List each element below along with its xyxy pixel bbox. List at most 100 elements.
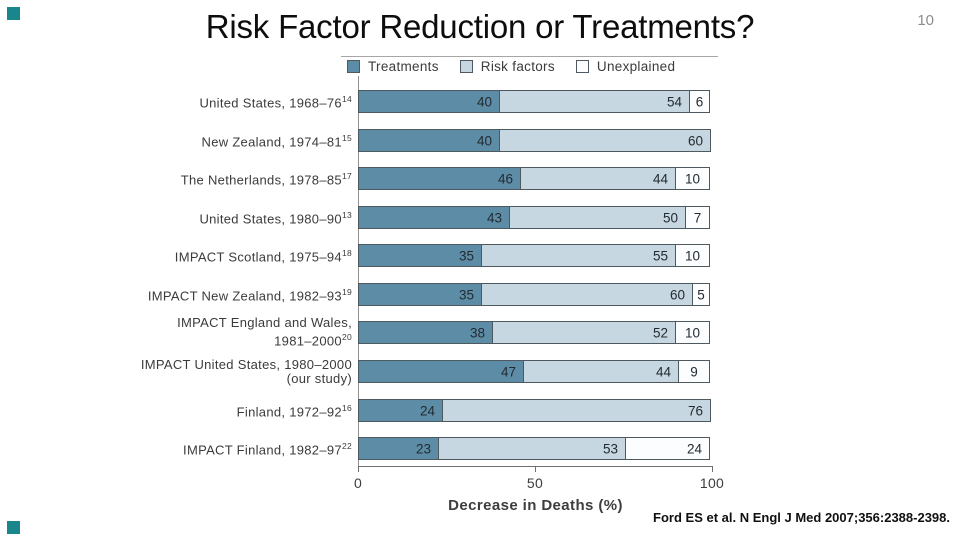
bar-segment-unexplained: 7: [685, 206, 710, 229]
reference-superscript: 16: [341, 403, 352, 414]
legend-label: Treatments: [368, 59, 439, 74]
bar-segment-unexplained: 9: [678, 360, 710, 383]
bar-segment-treatments: 35: [358, 244, 482, 267]
bar-segment-risk-factors: 50: [509, 206, 686, 229]
bar-segment-treatments: 47: [358, 360, 524, 383]
reference-superscript: 20: [341, 332, 352, 343]
bar-value: 44: [652, 171, 668, 186]
reference-superscript: 18: [341, 248, 352, 259]
x-axis-tick-label: 100: [699, 475, 725, 491]
bar-category-label: IMPACT New Zealand, 1982–9319: [147, 287, 352, 304]
y-axis-line: [358, 76, 359, 466]
reference-superscript: 19: [341, 287, 352, 298]
x-axis-tick: [712, 467, 713, 472]
bar-value: 10: [684, 171, 701, 186]
reference-superscript: 13: [341, 210, 352, 221]
bar-row: 35 55 10: [358, 244, 710, 267]
accent-square-top-left: [7, 7, 20, 20]
bar-value: 7: [693, 210, 702, 225]
figure-top-border: [341, 56, 718, 57]
bar-value: 50: [662, 210, 678, 225]
bar-segment-unexplained: 10: [675, 167, 710, 190]
chart-legend: Treatments Risk factors Unexplained: [347, 59, 675, 74]
bar-value: 46: [497, 171, 513, 186]
bar-category-label: United States, 1968–7614: [199, 94, 352, 111]
bar-value: 40: [476, 94, 492, 109]
bar-segment-treatments: 40: [358, 90, 500, 113]
bar-row: 43 50 7: [358, 206, 710, 229]
bar-segment-risk-factors: 55: [481, 244, 676, 267]
legend-item-risk-factors: Risk factors: [459, 59, 555, 74]
bar-category-label: The Netherlands, 1978–8517: [180, 171, 352, 188]
bar-segment-treatments: 24: [358, 399, 443, 422]
x-axis-tick-label: 0: [353, 475, 363, 491]
bar-value: 38: [469, 325, 485, 340]
bar-row: 23 53 24: [358, 437, 710, 460]
bar-segment-risk-factors: 76: [442, 399, 711, 422]
bar-segment-risk-factors: 44: [523, 360, 679, 383]
bar-segment-risk-factors: 53: [438, 437, 626, 460]
bar-segment-unexplained: 24: [625, 437, 710, 460]
bar-value: 55: [652, 248, 668, 263]
bar-value: 60: [669, 287, 685, 302]
bar-segment-unexplained: 10: [675, 321, 710, 344]
bar-value: 60: [687, 133, 703, 148]
bar-value: 44: [655, 364, 671, 379]
bar-value: 23: [415, 441, 431, 456]
slide-title: Risk Factor Reduction or Treatments?: [205, 8, 755, 45]
bar-segment-risk-factors: 60: [499, 129, 711, 152]
x-axis-tick: [535, 467, 536, 472]
bar-category-label: New Zealand, 1974–8115: [201, 133, 352, 150]
bar-category-label: IMPACT United States, 1980–2000 (our stud…: [140, 356, 352, 386]
legend-swatch: [459, 60, 473, 73]
bar-segment-risk-factors: 60: [481, 283, 693, 306]
bar-segment-treatments: 35: [358, 283, 482, 306]
legend-swatch: [347, 60, 360, 73]
legend-label: Unexplained: [596, 59, 676, 74]
accent-square-bottom-left: [7, 521, 20, 534]
bar-value: 53: [602, 441, 618, 456]
bar-segment-treatments: 43: [358, 206, 510, 229]
x-axis-line: [358, 466, 713, 467]
bar-row: 40 54 6: [358, 90, 710, 113]
bar-segment-unexplained: 6: [689, 90, 710, 113]
bar-value: 24: [686, 441, 702, 456]
bar-value: 47: [500, 364, 516, 379]
x-axis-tick-label: 50: [526, 475, 544, 491]
bar-value: 9: [690, 364, 698, 379]
bar-value: 35: [458, 248, 474, 263]
bar-segment-treatments: 38: [358, 321, 493, 344]
reference-superscript: 17: [341, 171, 352, 182]
citation: Ford ES et al. N Engl J Med 2007;356:238…: [653, 510, 950, 525]
reference-superscript: 14: [341, 94, 352, 105]
bar-segment-treatments: 40: [358, 129, 500, 152]
legend-label: Risk factors: [480, 59, 555, 74]
page-number: 10: [917, 12, 934, 29]
bar-value: 40: [476, 133, 492, 148]
bar-value: 52: [652, 325, 668, 340]
bar-category-label: United States, 1980–9013: [199, 210, 352, 227]
bar-value: 43: [486, 210, 502, 225]
bar-row: 46 44 10: [358, 167, 710, 190]
bar-category-label: IMPACT England and Wales, 1981–200020: [177, 315, 352, 349]
bar-row: 35 60 5: [358, 283, 710, 306]
legend-item-treatments: Treatments: [347, 59, 439, 74]
bar-value: 24: [419, 403, 435, 418]
bar-segment-unexplained: 5: [692, 283, 710, 306]
bar-value: 5: [697, 287, 705, 302]
legend-swatch: [575, 60, 589, 73]
bar-value: 6: [695, 94, 704, 109]
bar-value: 76: [687, 403, 703, 418]
bar-row: 38 52 10: [358, 321, 710, 344]
bar-segment-treatments: 23: [358, 437, 439, 460]
bar-segment-treatments: 46: [358, 167, 521, 190]
reference-superscript: 22: [341, 441, 352, 452]
reference-superscript: 15: [341, 133, 352, 144]
bar-segment-risk-factors: 44: [520, 167, 676, 190]
bar-category-label: Finland, 1972–9216: [236, 403, 352, 420]
bar-row: 40 60: [358, 129, 711, 152]
bar-category-label: IMPACT Finland, 1982–9722: [183, 441, 352, 458]
bar-value: 35: [458, 287, 474, 302]
bar-segment-unexplained: 10: [675, 244, 710, 267]
